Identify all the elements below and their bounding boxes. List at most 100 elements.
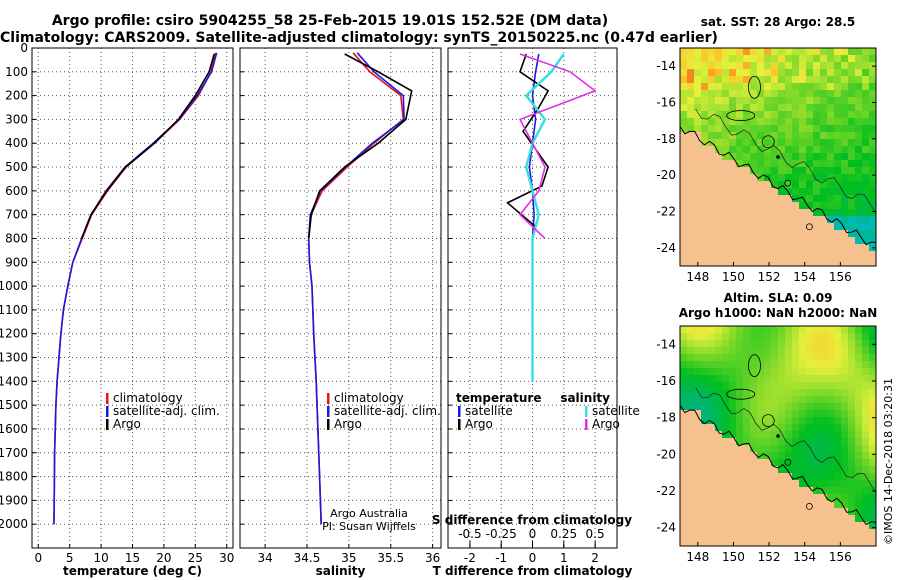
map-cell	[862, 382, 870, 390]
map-cell	[820, 445, 828, 453]
map-cell	[680, 76, 688, 84]
map-cell	[743, 237, 751, 245]
map-cell	[841, 188, 849, 196]
map-cell	[799, 230, 807, 238]
coastline	[680, 126, 876, 246]
map-cell	[848, 417, 856, 425]
map-cell	[799, 480, 807, 488]
altim-map-title: Altim. SLA: 0.09	[724, 291, 833, 305]
map-cell	[862, 438, 870, 446]
map-cell	[855, 167, 863, 175]
map-cell	[701, 132, 709, 140]
map-cell	[750, 104, 758, 112]
map-cell	[834, 501, 842, 509]
map-cell	[806, 223, 814, 231]
map-cell	[869, 83, 876, 91]
map-cell	[736, 167, 744, 175]
map-cell	[764, 410, 772, 418]
map-cell	[855, 118, 863, 126]
map-cell	[757, 160, 765, 168]
map-cell	[694, 347, 702, 355]
map-cell	[715, 515, 723, 523]
map-cell	[862, 522, 870, 530]
map-cell	[771, 216, 779, 224]
map-lat-label: -20	[656, 168, 676, 182]
map-cell	[757, 69, 765, 77]
map-cell	[827, 368, 835, 376]
map-cell	[743, 258, 751, 266]
map-cell	[701, 375, 709, 383]
map-cell	[736, 139, 744, 147]
map-cell	[687, 230, 695, 238]
map-cell	[771, 167, 779, 175]
map-lon-label: 156	[829, 270, 852, 284]
map-cell	[813, 431, 821, 439]
map-cell	[834, 258, 842, 266]
map-cell	[708, 118, 716, 126]
map-cell	[841, 459, 849, 467]
map-cell	[855, 104, 863, 112]
map-cell	[799, 487, 807, 495]
map-cell	[806, 508, 814, 516]
map-cell	[855, 452, 863, 460]
map-cell	[764, 508, 772, 516]
map-cell	[841, 347, 849, 355]
map-cell	[771, 160, 779, 168]
map-cell	[729, 251, 737, 259]
map-cell	[694, 501, 702, 509]
map-cell	[750, 466, 758, 474]
map-cell	[694, 522, 702, 530]
map-cell	[869, 361, 876, 369]
map-cell	[715, 473, 723, 481]
map-cell	[771, 125, 779, 133]
map-cell	[722, 396, 730, 404]
map-cell	[701, 244, 709, 252]
map-cell	[743, 146, 751, 154]
map-cell	[848, 333, 856, 341]
map-cell	[687, 508, 695, 516]
map-cell	[778, 174, 786, 182]
map-cell	[771, 501, 779, 509]
legend-label: climatology	[113, 391, 183, 405]
map-cell	[687, 62, 695, 70]
map-cell	[729, 494, 737, 502]
map-lon-label: 150	[722, 550, 745, 564]
map-cell	[736, 424, 744, 432]
map-cell	[813, 508, 821, 516]
map-cell	[757, 118, 765, 126]
map-cell	[687, 522, 695, 530]
map-cell	[806, 515, 814, 523]
map-cell	[841, 118, 849, 126]
map-cell	[827, 195, 835, 203]
map-cell	[729, 466, 737, 474]
map-cell	[841, 55, 849, 63]
map-cell	[806, 347, 814, 355]
legend-swatch	[458, 419, 461, 430]
map-cell	[729, 132, 737, 140]
map-cell	[694, 389, 702, 397]
map-cell	[680, 167, 688, 175]
map-cell	[792, 258, 800, 266]
map-cell	[708, 104, 716, 112]
map-cell	[827, 111, 835, 119]
map-cell	[722, 174, 730, 182]
map-cell	[841, 153, 849, 161]
map-cell	[736, 354, 744, 362]
map-cell	[715, 62, 723, 70]
map-cell	[778, 90, 786, 98]
map-cell	[687, 174, 695, 182]
map-cell	[694, 111, 702, 119]
map-cell	[862, 543, 870, 546]
map-cell	[736, 160, 744, 168]
map-cell	[785, 424, 793, 432]
map-cell	[820, 244, 828, 252]
map-cell	[701, 347, 709, 355]
map-cell	[764, 55, 772, 63]
map-cell	[862, 69, 870, 77]
map-cell	[869, 132, 876, 140]
map-cell	[841, 508, 849, 516]
map-cell	[813, 209, 821, 217]
map-cell	[813, 216, 821, 224]
x-axis-label: temperature (deg C)	[63, 564, 202, 578]
map-cell	[694, 146, 702, 154]
